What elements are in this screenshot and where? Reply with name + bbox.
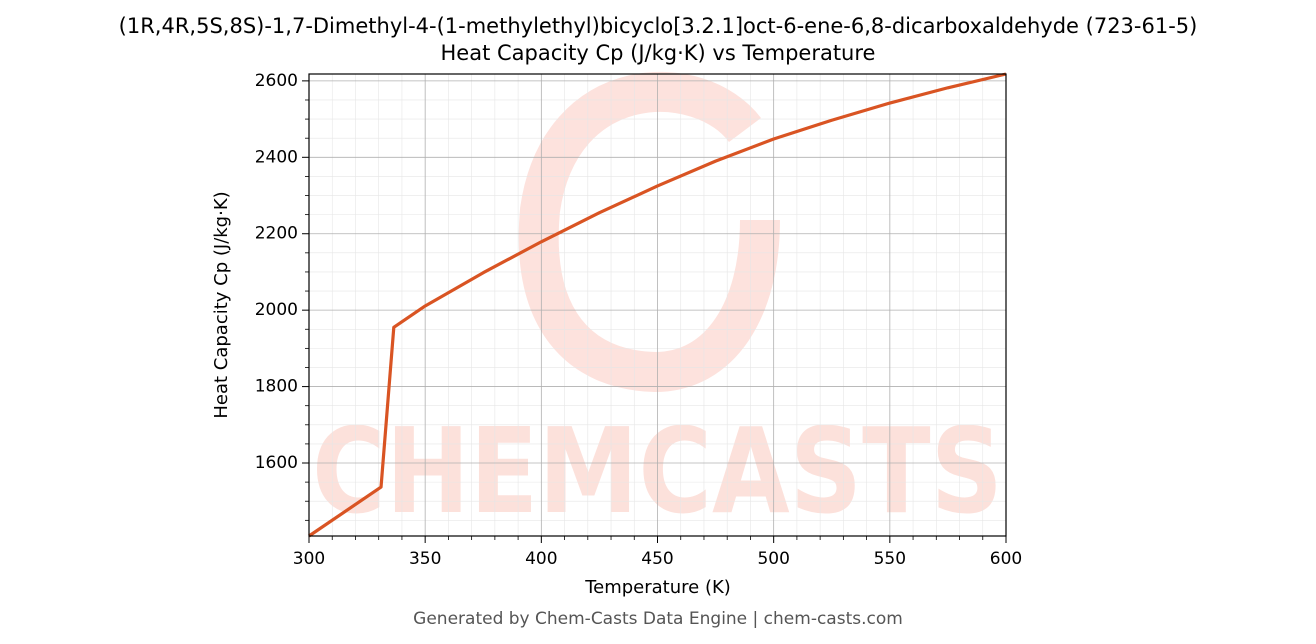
x-tick-label: 600 (990, 549, 1022, 569)
x-axis-label: Temperature (K) (584, 577, 731, 598)
x-tick-label: 350 (409, 549, 441, 569)
y-tick-label: 1600 (255, 453, 298, 473)
y-tick-label: 2000 (255, 300, 298, 320)
chart-subtitle: Heat Capacity Cp (J/kg·K) vs Temperature (441, 41, 876, 65)
y-tick-label: 2200 (255, 224, 298, 244)
y-tick-label: 2400 (255, 147, 298, 167)
plot-frame (308, 73, 1007, 537)
x-tick-label: 400 (525, 549, 557, 569)
y-tick-label: 1800 (255, 377, 298, 397)
y-tick-label: 2600 (255, 71, 298, 91)
x-tick-label: 450 (641, 549, 673, 569)
watermark-logo (518, 72, 780, 393)
y-axis-label: Heat Capacity Cp (J/kg·K) (211, 191, 232, 418)
footer: Generated by Chem-Casts Data Engine | ch… (413, 609, 903, 629)
x-tick-label: 500 (757, 549, 789, 569)
data-line (308, 72, 1007, 538)
chart-title: (1R,4R,5S,8S)-1,7-Dimethyl-4-(1-methylet… (119, 14, 1198, 38)
x-tick-label: 550 (874, 549, 906, 569)
x-tick-label: 300 (293, 549, 325, 569)
